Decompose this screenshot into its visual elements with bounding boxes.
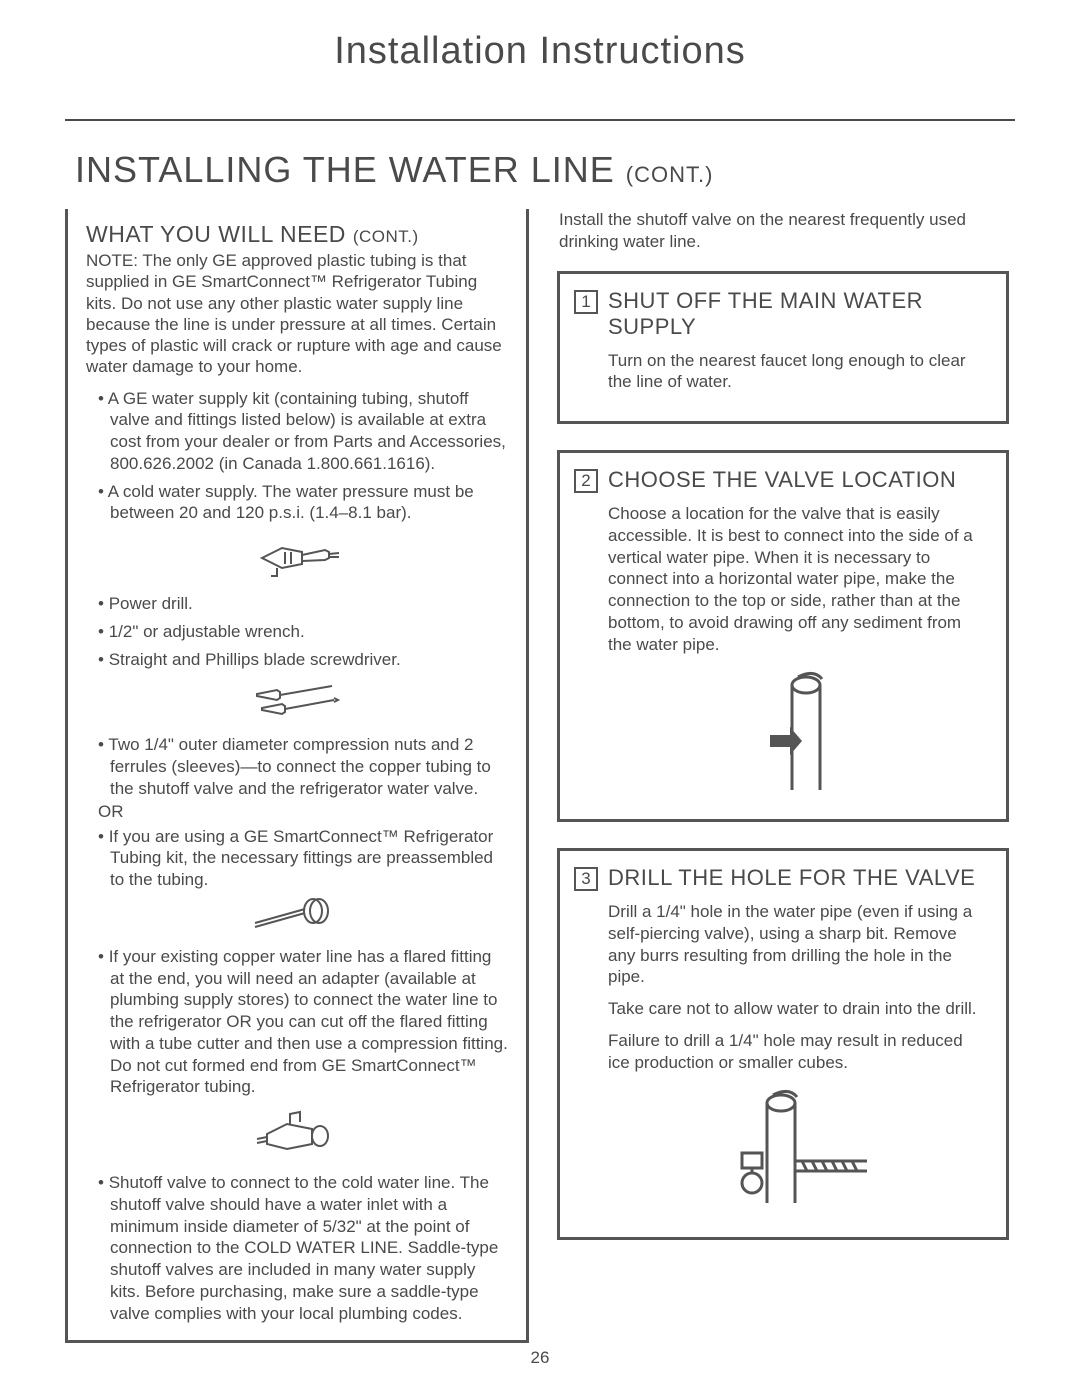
items-list-6: Shutoff valve to connect to the cold wat…	[86, 1172, 508, 1324]
screwdriver-icon	[86, 676, 508, 726]
step-2-title: CHOOSE THE VALVE LOCATION	[608, 467, 956, 493]
step-3-box: 3 DRILL THE HOLE FOR THE VALVE Drill a 1…	[557, 848, 1009, 1240]
drill-icon	[86, 530, 508, 585]
step-3-p1: Drill a 1/4" hole in the water pipe (eve…	[608, 901, 986, 988]
list-item: 1/2" or adjustable wrench.	[98, 621, 508, 643]
step-3-body: Drill a 1/4" hole in the water pipe (eve…	[574, 901, 986, 1219]
step-3-p3: Failure to drill a 1/4" hole may result …	[608, 1030, 986, 1074]
step-2-text: Choose a location for the valve that is …	[608, 503, 986, 655]
main-title-cont: (CONT.)	[626, 162, 714, 187]
list-item: Straight and Phillips blade screwdriver.	[98, 649, 508, 671]
step-1-num: 1	[574, 290, 598, 314]
page-number: 26	[531, 1348, 550, 1368]
header-rule	[65, 119, 1015, 121]
note-text: NOTE: The only GE approved plastic tubin…	[86, 250, 508, 378]
items-list: A GE water supply kit (containing tubing…	[86, 388, 508, 525]
ferrule-icon	[86, 897, 508, 938]
step-2-head: 2 CHOOSE THE VALVE LOCATION	[574, 467, 986, 493]
items-list-4: If you are using a GE SmartConnect™ Refr…	[86, 826, 508, 891]
or-text: OR	[86, 802, 508, 822]
valve-icon	[86, 1104, 508, 1164]
list-item: If you are using a GE SmartConnect™ Refr…	[98, 826, 508, 891]
list-item: If your existing copper water line has a…	[98, 946, 508, 1098]
items-list-5: If your existing copper water line has a…	[86, 946, 508, 1098]
drill-pipe-icon	[608, 1083, 986, 1219]
list-item: Two 1/4" outer diameter compression nuts…	[98, 734, 508, 799]
main-title: INSTALLING THE WATER LINE (CONT.)	[75, 149, 1015, 191]
list-item: Shutoff valve to connect to the cold wat…	[98, 1172, 508, 1324]
step-3-p2: Take care not to allow water to drain in…	[608, 998, 986, 1020]
items-list-2: Power drill. 1/2" or adjustable wrench. …	[86, 593, 508, 670]
step-1-box: 1 SHUT OFF THE MAIN WATER SUPPLY Turn on…	[557, 271, 1009, 425]
left-column: WHAT YOU WILL NEED (CONT.) NOTE: The onl…	[65, 209, 529, 1343]
step-3-num: 3	[574, 867, 598, 891]
right-intro: Install the shutoff valve on the nearest…	[559, 209, 1015, 253]
step-1-head: 1 SHUT OFF THE MAIN WATER SUPPLY	[574, 288, 986, 340]
columns: WHAT YOU WILL NEED (CONT.) NOTE: The onl…	[65, 209, 1015, 1343]
pipe-icon	[608, 665, 986, 801]
what-you-need-box: WHAT YOU WILL NEED (CONT.) NOTE: The onl…	[65, 209, 529, 1343]
items-list-3: Two 1/4" outer diameter compression nuts…	[86, 734, 508, 799]
list-item: A cold water supply. The water pressure …	[98, 481, 508, 525]
sub-heading-cont: (CONT.)	[353, 227, 419, 246]
main-title-text: INSTALLING THE WATER LINE	[75, 149, 615, 190]
sub-heading: WHAT YOU WILL NEED (CONT.)	[86, 221, 508, 248]
sub-heading-text: WHAT YOU WILL NEED	[86, 221, 346, 247]
step-1-text: Turn on the nearest faucet long enough t…	[608, 350, 986, 394]
list-item: Power drill.	[98, 593, 508, 615]
step-1-body: Turn on the nearest faucet long enough t…	[574, 350, 986, 394]
step-1-title: SHUT OFF THE MAIN WATER SUPPLY	[608, 288, 986, 340]
list-item: A GE water supply kit (containing tubing…	[98, 388, 508, 475]
step-3-title: DRILL THE HOLE FOR THE VALVE	[608, 865, 975, 891]
page-header: Installation Instructions	[65, 30, 1015, 73]
step-2-box: 2 CHOOSE THE VALVE LOCATION Choose a loc…	[557, 450, 1009, 822]
step-2-body: Choose a location for the valve that is …	[574, 503, 986, 801]
step-3-head: 3 DRILL THE HOLE FOR THE VALVE	[574, 865, 986, 891]
right-column: Install the shutoff valve on the nearest…	[551, 209, 1015, 1343]
step-2-num: 2	[574, 469, 598, 493]
